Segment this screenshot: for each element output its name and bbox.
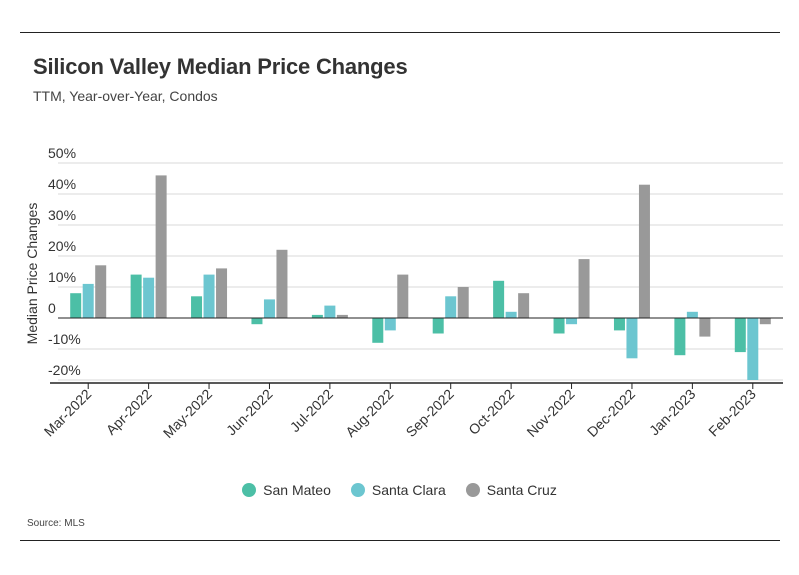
y-tick-label: -10% [48, 331, 81, 347]
chart-title: Silicon Valley Median Price Changes [33, 54, 408, 79]
y-tick-label: 0 [48, 300, 56, 316]
bar-santa-clara [384, 318, 396, 331]
bar-san-mateo [493, 280, 505, 318]
y-tick-label: 40% [48, 176, 76, 192]
bar-san-mateo [432, 318, 444, 334]
top-rule [20, 32, 780, 33]
bar-san-mateo [130, 274, 142, 318]
bar-san-mateo [674, 318, 686, 356]
source-note: Source: MLS [27, 518, 85, 529]
x-tick-label: May-2022 [160, 386, 215, 441]
legend-item-santa-clara: Santa Clara [350, 482, 446, 498]
bar-santa-cruz [638, 184, 650, 318]
bar-santa-cruz [759, 318, 771, 325]
bar-santa-clara [445, 296, 457, 318]
bar-chart: 50% 40% 30% 20% 10% 0 -10% -20% Median Price Cha… [24, 145, 783, 441]
legend-label-santa-cruz: Santa Cruz [486, 482, 557, 498]
bar-san-mateo [734, 318, 746, 353]
bar-santa-clara [263, 299, 275, 318]
y-axis-title: Median Price Changes [24, 203, 40, 345]
x-tick-label: Aug-2022 [342, 386, 396, 440]
y-tick-label: 50% [48, 145, 76, 161]
legend-label-santa-clara: Santa Clara [371, 482, 446, 498]
bar-santa-clara [82, 283, 94, 318]
chart-legend: San Mateo Santa Clara Santa Cruz [0, 482, 799, 498]
bar-santa-clara [143, 277, 155, 318]
bar-santa-clara [626, 318, 638, 359]
x-tick-label: Oct-2022 [465, 386, 517, 438]
bar-san-mateo [191, 296, 203, 318]
bar-santa-cruz [457, 287, 469, 318]
bar-san-mateo [251, 318, 263, 325]
bar-santa-cruz [216, 268, 228, 318]
y-tick-label: -20% [48, 362, 81, 378]
y-tick-label: 10% [48, 269, 76, 285]
bar-santa-cruz [95, 265, 107, 318]
bar-san-mateo [613, 318, 625, 331]
x-tick-label: Feb-2023 [705, 386, 759, 440]
bar-santa-cruz [336, 314, 348, 318]
bar-santa-cruz [276, 249, 288, 318]
bar-santa-cruz [397, 274, 409, 318]
legend-item-san-mateo: San Mateo [242, 482, 331, 498]
bottom-rule [20, 540, 780, 541]
legend-swatch-santa-cruz [465, 483, 480, 497]
x-tick-label: Nov-2022 [523, 386, 577, 440]
y-tick-label: 30% [48, 207, 76, 223]
legend-label-san-mateo: San Mateo [263, 482, 331, 498]
x-tick-label: Sep-2022 [403, 386, 457, 440]
bar-santa-clara [747, 318, 759, 380]
bar-santa-clara [203, 274, 215, 318]
bar-san-mateo [553, 318, 565, 334]
bar-santa-clara [566, 318, 578, 325]
bar-santa-clara [324, 305, 336, 318]
x-tick-label: Jun-2022 [223, 386, 276, 439]
bar-san-mateo [70, 293, 82, 318]
x-tick-label: Mar-2022 [41, 386, 95, 440]
bar-santa-cruz [699, 318, 711, 337]
bar-santa-cruz [578, 259, 590, 318]
legend-item-santa-cruz: Santa Cruz [465, 482, 557, 498]
bar-santa-clara [686, 311, 698, 318]
x-tick-label: Jan-2023 [646, 386, 699, 439]
chart-subtitle: TTM, Year-over-Year, Condos [33, 88, 218, 104]
x-tick-label: Dec-2022 [584, 386, 638, 440]
legend-swatch-san-mateo [242, 483, 257, 497]
bar-santa-cruz [155, 175, 167, 318]
x-tick-label: Jul-2022 [287, 386, 336, 435]
bar-san-mateo [372, 318, 384, 343]
bar-santa-clara [505, 311, 517, 318]
bar-santa-cruz [518, 293, 530, 318]
bar-san-mateo [311, 314, 323, 318]
legend-swatch-santa-clara [350, 483, 365, 497]
y-tick-label: 20% [48, 238, 76, 254]
x-tick-label: Apr-2022 [103, 386, 155, 438]
